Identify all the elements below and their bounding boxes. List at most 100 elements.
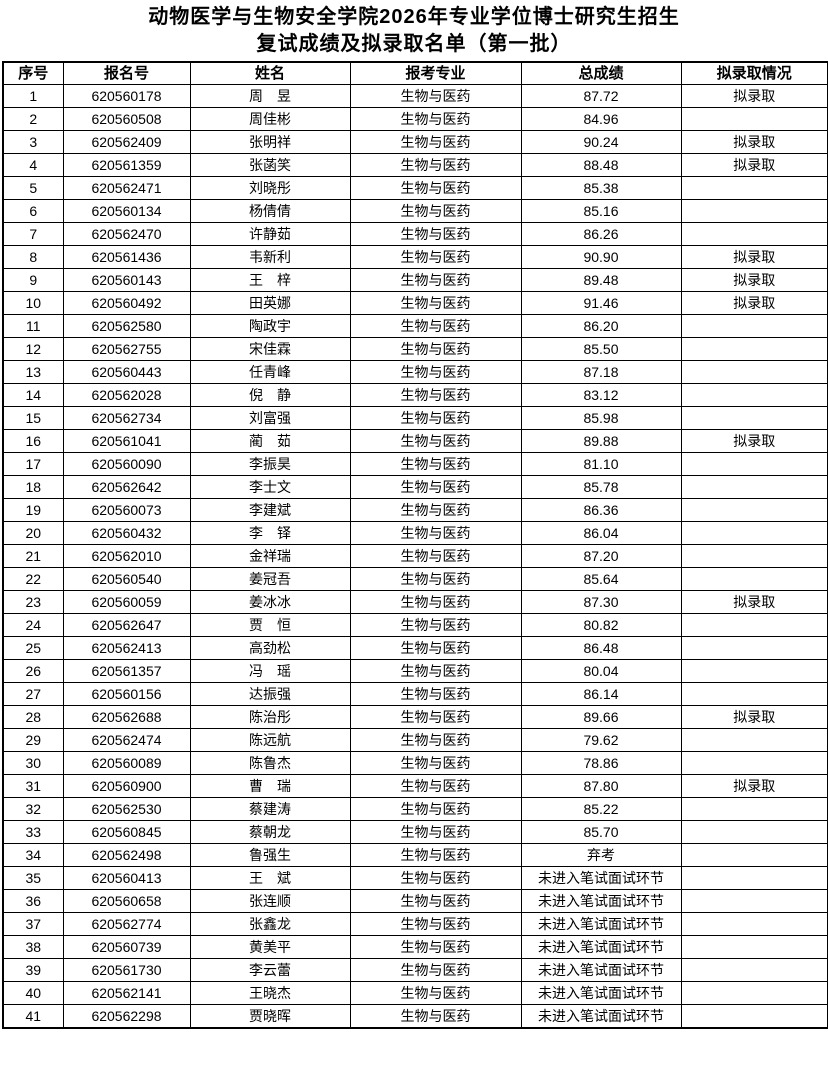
cell-major: 生物与医药 <box>349 797 522 821</box>
cell-total-score: 未进入笔试面试环节 <box>520 866 682 890</box>
cell-index: 18 <box>2 475 64 499</box>
cell-admission-status <box>680 682 828 706</box>
cell-major: 生物与医药 <box>349 452 522 476</box>
cell-name: 蔡朝龙 <box>189 820 351 844</box>
cell-admission-status <box>680 567 828 591</box>
cell-registration-number: 620561041 <box>62 429 191 453</box>
cell-name: 陈远航 <box>189 728 351 752</box>
cell-total-score: 80.82 <box>520 613 682 637</box>
title-line-1: 动物医学与生物安全学院2026年专业学位博士研究生招生 <box>148 6 680 28</box>
cell-total-score: 85.98 <box>520 406 682 430</box>
cell-name: 李 铎 <box>189 521 351 545</box>
cell-total-score: 85.50 <box>520 337 682 361</box>
cell-registration-number: 620560156 <box>62 682 191 706</box>
cell-registration-number: 620562413 <box>62 636 191 660</box>
cell-admission-status <box>680 935 828 959</box>
table-row: 40 620562141 王晓杰 生物与医药 未进入笔试面试环节 <box>2 981 828 1005</box>
cell-name: 李士文 <box>189 475 351 499</box>
table-row: 19 620560073 李建斌 生物与医药 86.36 <box>2 498 828 522</box>
table-row: 23 620560059 姜冰冰 生物与医药 87.30 拟录取 <box>2 590 828 614</box>
cell-registration-number: 620560739 <box>62 935 191 959</box>
cell-index: 20 <box>2 521 64 545</box>
cell-index: 39 <box>2 958 64 982</box>
cell-major: 生物与医药 <box>349 659 522 683</box>
table-row: 2 620560508 周佳彬 生物与医药 84.96 <box>2 107 828 131</box>
cell-major: 生物与医药 <box>349 590 522 614</box>
cell-index: 19 <box>2 498 64 522</box>
cell-name: 陈治彤 <box>189 705 351 729</box>
table-row: 32 620562530 蔡建涛 生物与医药 85.22 <box>2 797 828 821</box>
table-row: 20 620560432 李 铎生物与医药 86.04 <box>2 521 828 545</box>
cell-index: 8 <box>2 245 64 269</box>
cell-index: 13 <box>2 360 64 384</box>
cell-major: 生物与医药 <box>349 268 522 292</box>
cell-major: 生物与医药 <box>349 935 522 959</box>
cell-total-score: 89.88 <box>520 429 682 453</box>
cell-total-score: 89.48 <box>520 268 682 292</box>
cell-name: 达振强 <box>189 682 351 706</box>
cell-total-score: 79.62 <box>520 728 682 752</box>
cell-index: 38 <box>2 935 64 959</box>
table-row: 18 620562642 李士文 生物与医药 85.78 <box>2 475 828 499</box>
cell-admission-status <box>680 912 828 936</box>
cell-admission-status: 拟录取 <box>680 291 828 315</box>
cell-registration-number: 620560443 <box>62 360 191 384</box>
cell-major: 生物与医药 <box>349 429 522 453</box>
cell-total-score: 未进入笔试面试环节 <box>520 935 682 959</box>
table-row: 34 620562498 鲁强生 生物与医药 弃考 <box>2 843 828 867</box>
cell-index: 9 <box>2 268 64 292</box>
cell-admission-status <box>680 613 828 637</box>
table-row: 14 620562028 倪 静生物与医药 83.12 <box>2 383 828 407</box>
cell-index: 1 <box>2 84 64 108</box>
cell-total-score: 85.38 <box>520 176 682 200</box>
cell-index: 14 <box>2 383 64 407</box>
column-header-registration-number: 报名号 <box>62 61 191 85</box>
cell-total-score: 78.86 <box>520 751 682 775</box>
cell-name: 贾晓晖 <box>189 1004 351 1029</box>
cell-name: 李建斌 <box>189 498 351 522</box>
cell-index: 30 <box>2 751 64 775</box>
cell-major: 生物与医药 <box>349 521 522 545</box>
cell-total-score: 81.10 <box>520 452 682 476</box>
cell-name: 张鑫龙 <box>189 912 351 936</box>
cell-major: 生物与医药 <box>349 544 522 568</box>
cell-index: 6 <box>2 199 64 223</box>
cell-registration-number: 620562141 <box>62 981 191 1005</box>
cell-major: 生物与医药 <box>349 406 522 430</box>
cell-major: 生物与医药 <box>349 613 522 637</box>
cell-registration-number: 620561436 <box>62 245 191 269</box>
cell-registration-number: 620562580 <box>62 314 191 338</box>
cell-registration-number: 620562028 <box>62 383 191 407</box>
cell-registration-number: 620560089 <box>62 751 191 775</box>
cell-admission-status <box>680 889 828 913</box>
table-row: 4 620561359 张菡笑 生物与医药 88.48 拟录取 <box>2 153 828 177</box>
cell-name: 陶政宇 <box>189 314 351 338</box>
cell-total-score: 87.80 <box>520 774 682 798</box>
cell-registration-number: 620562471 <box>62 176 191 200</box>
cell-major: 生物与医药 <box>349 130 522 154</box>
cell-registration-number: 620562774 <box>62 912 191 936</box>
table-row: 7 620562470 许静茹 生物与医药 86.26 <box>2 222 828 246</box>
cell-total-score: 未进入笔试面试环节 <box>520 1004 682 1029</box>
cell-major: 生物与医药 <box>349 337 522 361</box>
cell-index: 29 <box>2 728 64 752</box>
cell-index: 17 <box>2 452 64 476</box>
cell-admission-status: 拟录取 <box>680 705 828 729</box>
column-header-total-score: 总成绩 <box>520 61 682 85</box>
cell-index: 2 <box>2 107 64 131</box>
cell-name: 张菡笑 <box>189 153 351 177</box>
cell-registration-number: 620562688 <box>62 705 191 729</box>
column-header-admission-status: 拟录取情况 <box>680 61 828 85</box>
table-row: 10 620560492 田英娜 生物与医药 91.46 拟录取 <box>2 291 828 315</box>
table-row: 16 620561041 蔺 茹生物与医药 89.88 拟录取 <box>2 429 828 453</box>
cell-total-score: 87.30 <box>520 590 682 614</box>
table-row: 25 620562413 高劲松 生物与医药 86.48 <box>2 636 828 660</box>
cell-index: 37 <box>2 912 64 936</box>
cell-admission-status <box>680 176 828 200</box>
cell-admission-status: 拟录取 <box>680 590 828 614</box>
cell-admission-status: 拟录取 <box>680 84 828 108</box>
cell-registration-number: 620562409 <box>62 130 191 154</box>
cell-major: 生物与医药 <box>349 84 522 108</box>
title-line-2: 复试成绩及拟录取名单（第一批） <box>256 33 572 55</box>
